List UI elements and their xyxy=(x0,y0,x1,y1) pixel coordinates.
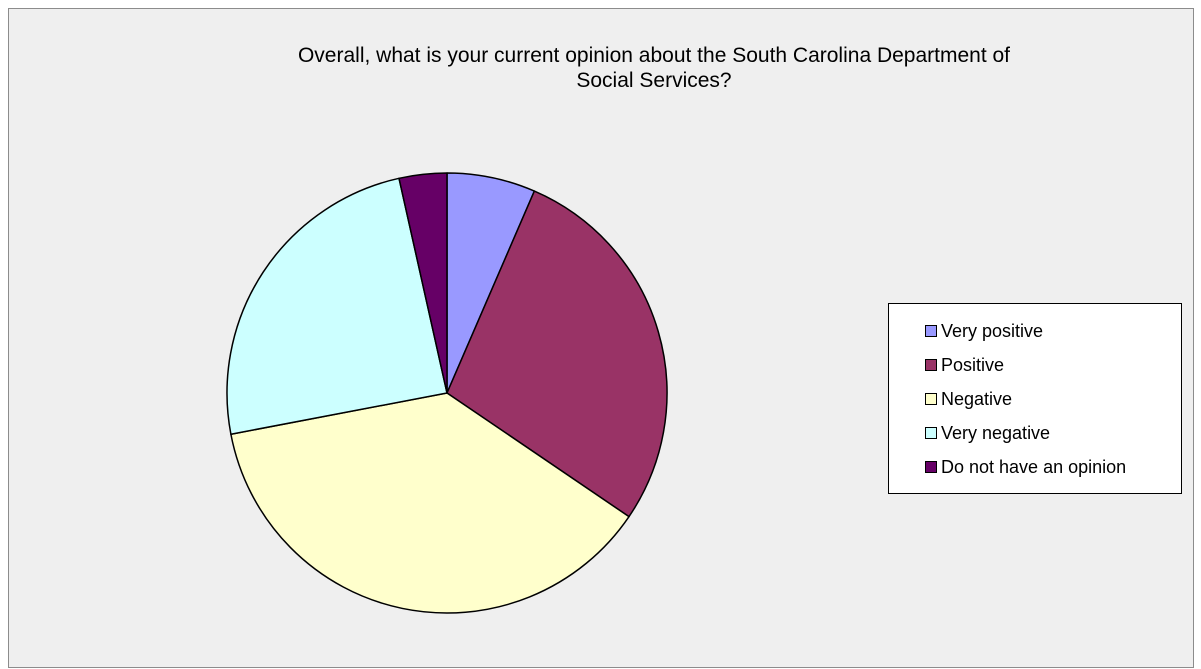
legend-swatch-positive xyxy=(925,359,937,371)
legend-item-no-opinion: Do not have an opinion xyxy=(889,450,1181,484)
legend-item-very-negative: Very negative xyxy=(889,416,1181,450)
chart-title: Overall, what is your current opinion ab… xyxy=(189,43,1119,93)
legend: Very positive Positive Negative Very neg… xyxy=(888,303,1182,494)
pie-slice-no-opinion xyxy=(398,172,448,394)
legend-item-positive: Positive xyxy=(889,348,1181,382)
legend-label-positive: Positive xyxy=(941,354,1005,375)
pie-slice-negative xyxy=(230,392,630,614)
chart-area: Overall, what is your current opinion ab… xyxy=(8,8,1194,668)
chart-title-line-1: Overall, what is your current opinion ab… xyxy=(297,44,1011,67)
pie-chart xyxy=(226,172,668,614)
legend-label-negative: Negative xyxy=(941,388,1013,409)
legend-label-very-negative: Very negative xyxy=(941,422,1051,443)
legend-label-very-positive: Very positive xyxy=(941,320,1044,341)
pie-slices xyxy=(226,172,668,614)
legend-item-negative: Negative xyxy=(889,382,1181,416)
legend-swatch-negative xyxy=(925,393,937,405)
pie-slice-positive xyxy=(446,190,668,518)
legend-swatch-very-positive xyxy=(925,325,937,337)
pie-slice-very-negative xyxy=(226,177,448,435)
legend-item-very-positive: Very positive xyxy=(889,314,1181,348)
chart-title-line-2: Social Services? xyxy=(576,69,732,92)
legend-label-no-opinion: Do not have an opinion xyxy=(941,456,1127,477)
legend-swatch-very-negative xyxy=(925,427,937,439)
legend-swatch-no-opinion xyxy=(925,461,937,473)
